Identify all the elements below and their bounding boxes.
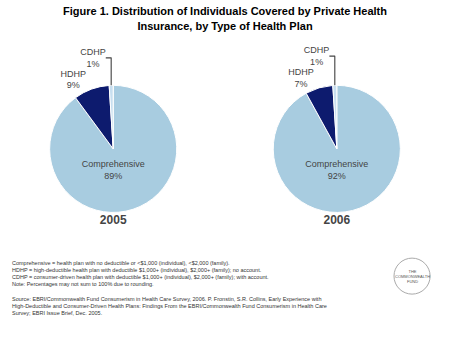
svg-text:2005: 2005 bbox=[100, 213, 127, 227]
svg-text:Figure 1. Distribution of Indi: Figure 1. Distribution of Individuals Co… bbox=[63, 5, 387, 31]
svg-text:CDHP1%: CDHP1% bbox=[304, 45, 330, 67]
svg-text:THECOMMONWEALTHFUND: THECOMMONWEALTHFUND bbox=[395, 269, 430, 284]
svg-text:HDHP7%: HDHP7% bbox=[288, 67, 314, 89]
svg-text:Comprehensive92%: Comprehensive92% bbox=[305, 159, 368, 181]
svg-text:Comprehensive89%: Comprehensive89% bbox=[82, 159, 145, 181]
svg-text:CDHP1%: CDHP1% bbox=[80, 47, 106, 69]
svg-text:2006: 2006 bbox=[323, 213, 350, 227]
svg-text:HDHP9%: HDHP9% bbox=[61, 69, 87, 91]
svg-text:Comprehensive = health plan wi: Comprehensive = health plan with no dedu… bbox=[12, 260, 327, 316]
